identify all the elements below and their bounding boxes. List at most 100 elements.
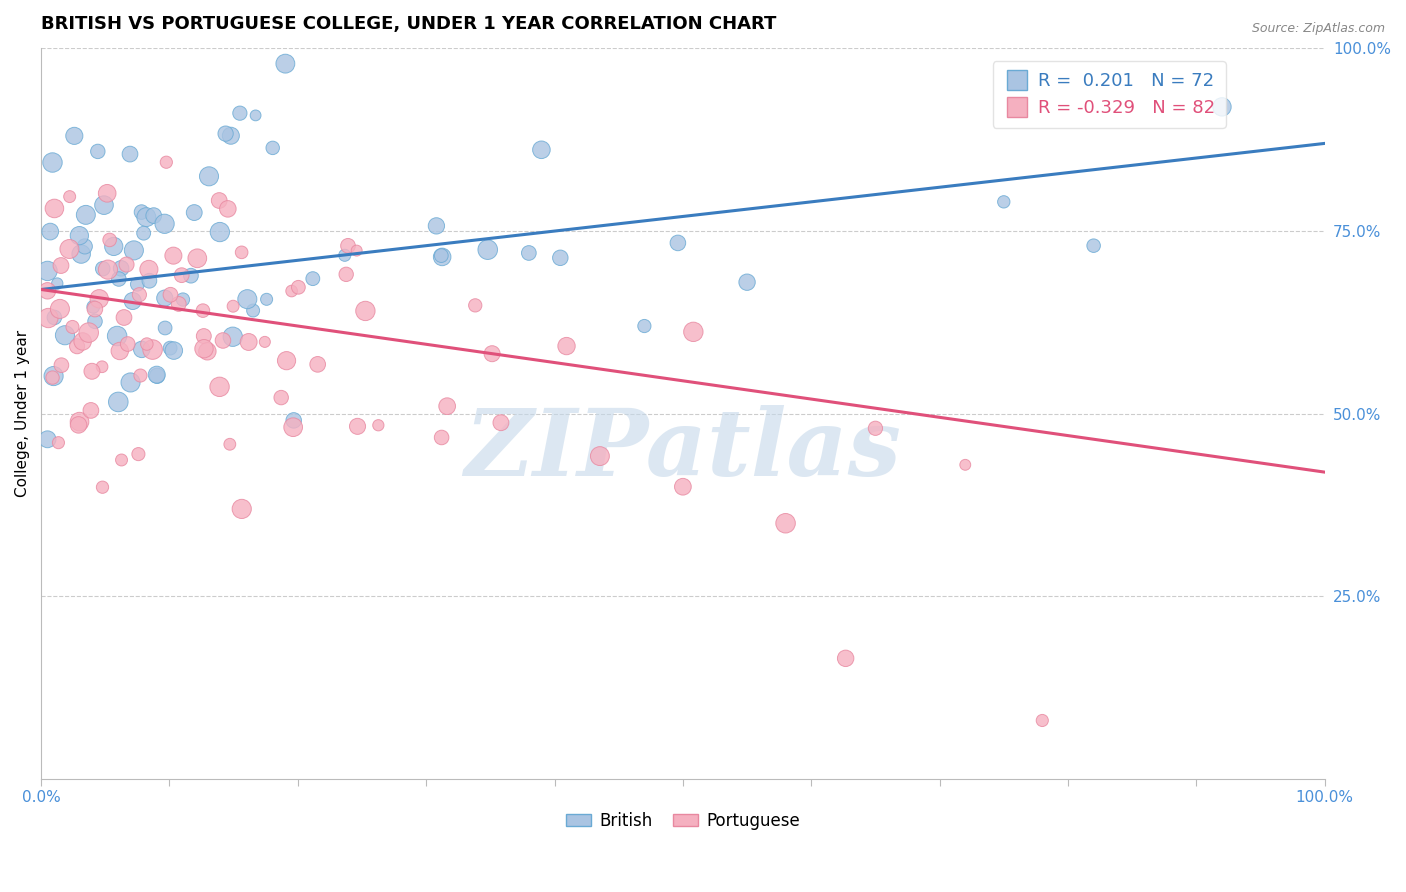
Point (120, 376, 142, 390)
Point (42, 369, 65, 384)
Point (67, 228, 90, 243)
Point (262, 141, 284, 155)
Point (82, 300, 104, 314)
Point (198, 169, 221, 184)
Point (253, 334, 276, 349)
Point (46, 277, 69, 291)
Point (276, 353, 298, 368)
Point (735, 275, 758, 289)
Point (346, 244, 368, 258)
Point (672, 480, 695, 494)
Point (335, 268, 357, 282)
Point (666, 235, 689, 250)
Point (108, 343, 131, 358)
Point (41, 155, 63, 169)
Point (89, 292, 111, 306)
Point (70, 247, 93, 261)
Point (41, 370, 63, 384)
Point (218, 437, 240, 451)
Point (66, 339, 89, 353)
Point (191, 303, 214, 318)
Point (127, 277, 149, 292)
Text: Source: ZipAtlas.com: Source: ZipAtlas.com (1251, 22, 1385, 36)
Legend: British, Portuguese: British, Portuguese (560, 805, 807, 837)
Point (110, 261, 132, 276)
Point (128, 287, 150, 301)
Point (1083, 238, 1105, 252)
Point (212, 334, 235, 348)
Point (530, 143, 553, 157)
Point (58, 242, 80, 256)
Point (97, 262, 120, 277)
Point (231, 502, 253, 516)
Point (138, 262, 160, 277)
Point (993, 194, 1015, 209)
Point (118, 147, 141, 161)
Point (162, 249, 184, 263)
Point (132, 226, 155, 240)
Point (430, 250, 453, 264)
Point (287, 280, 309, 294)
Point (167, 297, 190, 311)
Point (163, 343, 186, 358)
Point (112, 310, 135, 325)
Point (37, 264, 59, 278)
Point (307, 357, 329, 371)
Point (955, 458, 977, 472)
Point (98, 233, 121, 247)
Point (256, 293, 278, 307)
Point (193, 342, 215, 356)
Point (103, 239, 125, 253)
Point (72, 334, 94, 349)
Point (633, 318, 655, 333)
Point (37, 284, 59, 298)
Point (73, 239, 96, 253)
Point (51, 358, 73, 372)
Point (274, 56, 297, 70)
Point (222, 330, 245, 344)
Point (172, 293, 194, 307)
Point (337, 239, 360, 253)
Point (481, 347, 503, 361)
Point (280, 284, 302, 298)
Point (135, 337, 157, 351)
Point (131, 343, 153, 357)
Point (229, 106, 252, 120)
Point (238, 334, 260, 349)
Point (142, 209, 165, 223)
Point (283, 420, 305, 434)
Point (37, 311, 59, 326)
Point (242, 303, 264, 318)
Point (217, 202, 239, 216)
Point (87, 145, 110, 159)
Point (301, 271, 323, 285)
Point (231, 245, 253, 260)
Point (219, 128, 242, 143)
Point (550, 251, 572, 265)
Point (333, 248, 356, 262)
Point (208, 380, 231, 394)
Point (39, 225, 62, 239)
Point (122, 244, 145, 258)
Point (77, 326, 100, 340)
Point (37, 432, 59, 446)
Point (270, 391, 292, 405)
Point (186, 252, 208, 266)
Point (142, 343, 165, 357)
Point (91, 261, 114, 276)
Point (834, 651, 856, 665)
Point (208, 225, 231, 239)
Point (67, 417, 90, 432)
Point (135, 210, 157, 224)
Point (367, 418, 389, 433)
Point (96, 186, 118, 201)
Point (59, 189, 82, 203)
Point (80, 364, 103, 378)
Point (222, 299, 245, 313)
Point (193, 329, 215, 343)
Point (346, 419, 368, 434)
Point (464, 298, 486, 312)
Point (146, 368, 169, 383)
Point (84, 314, 107, 328)
Point (93, 198, 115, 212)
